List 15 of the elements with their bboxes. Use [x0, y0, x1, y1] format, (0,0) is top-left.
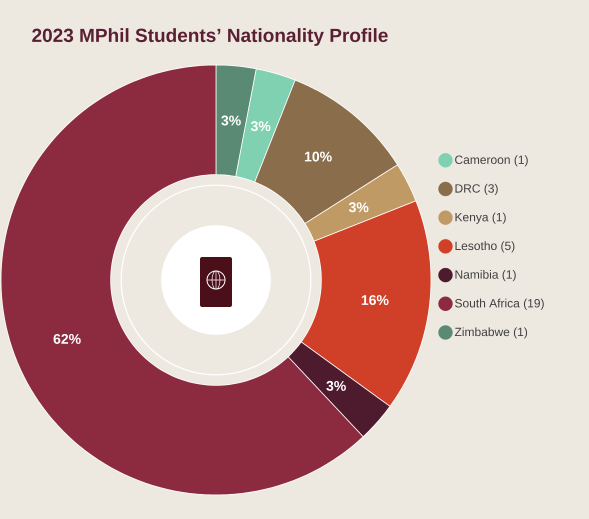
data-label: 3%: [348, 202, 368, 212]
legend-label: Zimbabwe (1): [454, 327, 528, 339]
data-label: 16%: [362, 295, 389, 306]
legend-label: South Africa (19): [455, 298, 544, 310]
legend-label: Lesotho (5): [455, 241, 514, 252]
legend-label: Kenya (1): [455, 212, 506, 224]
data-label: 10%: [304, 152, 332, 162]
data-label: 62%: [54, 334, 81, 344]
data-label: 3%: [250, 121, 270, 132]
legend-label: DRC (3): [455, 184, 498, 196]
data-label: 3%: [326, 380, 346, 391]
legend-label: Namibia (1): [455, 270, 516, 282]
data-label: 3%: [221, 116, 241, 126]
chart-title: 2023 MPhil Students’ Nationality Profile: [32, 28, 388, 46]
legend-label: Cameroon (1): [455, 155, 528, 166]
